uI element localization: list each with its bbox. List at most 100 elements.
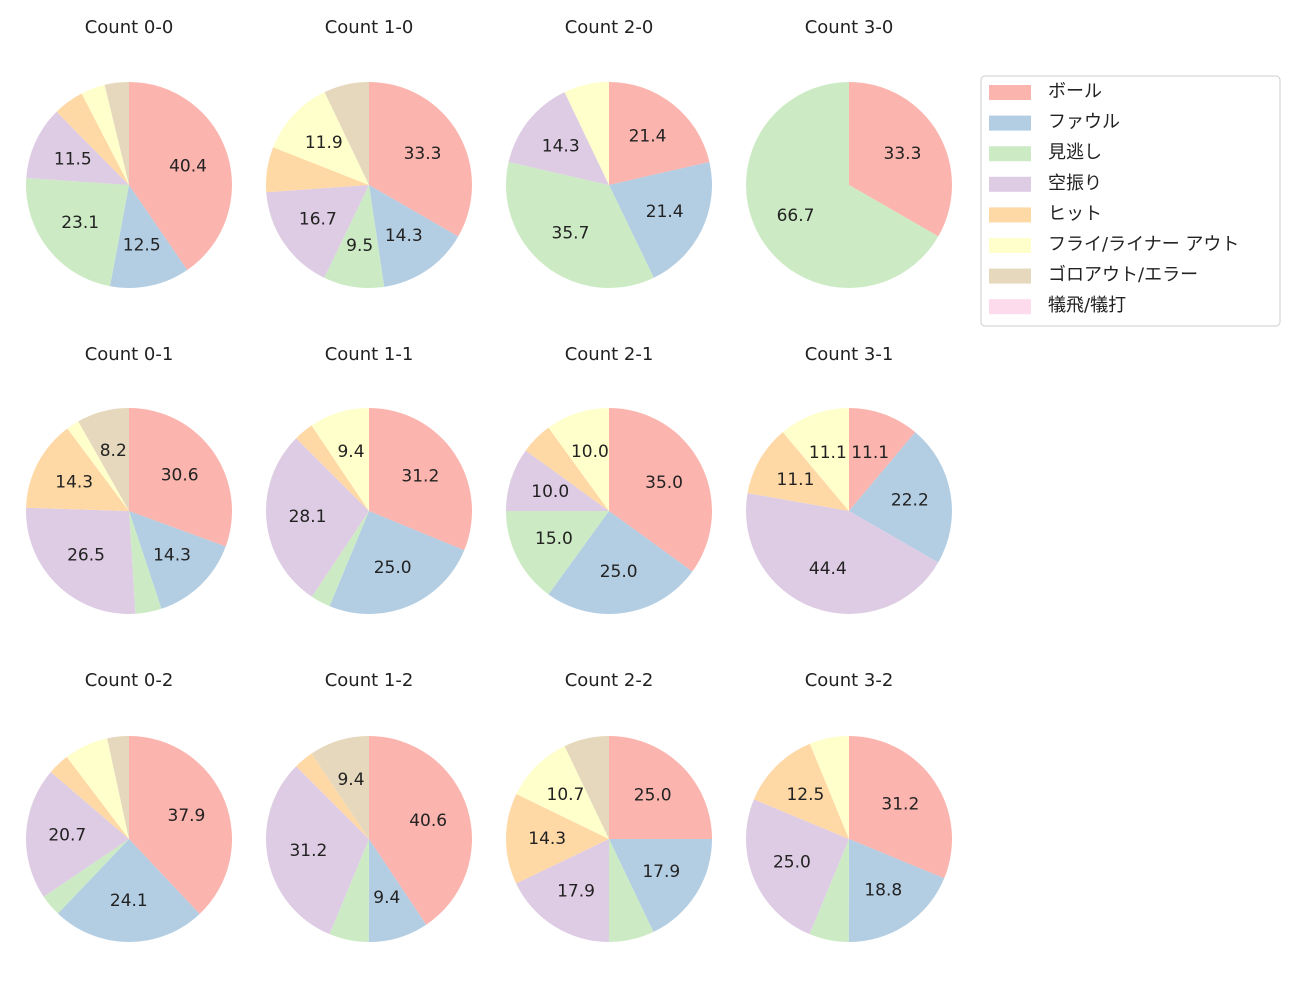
slice-label: 9.4 [373, 888, 400, 908]
legend-swatch [989, 176, 1031, 192]
chart-title: Count 2-1 [565, 344, 654, 365]
pie-slice [66, 738, 129, 839]
slice-label: 14.3 [385, 226, 423, 246]
pie-slice [25, 178, 129, 287]
slice-label: 21.4 [629, 127, 667, 147]
pie-slice [849, 82, 953, 237]
legend-swatch [989, 268, 1031, 284]
chart-title: Count 1-1 [325, 344, 414, 365]
slice-label: 25.0 [773, 853, 811, 873]
pie-slice [753, 743, 849, 839]
slice-label: 17.9 [557, 881, 595, 901]
slice-label: 11.9 [305, 133, 343, 153]
pie-slice [609, 839, 712, 932]
pie-slice [746, 799, 849, 935]
pie-slice [329, 839, 369, 942]
pie-slice [78, 408, 129, 511]
pie-slice [296, 425, 369, 511]
slice-label: 14.3 [153, 545, 191, 565]
legend-label: ゴロアウト/エラー [1048, 265, 1198, 286]
chart-title: Count 0-0 [85, 17, 174, 38]
slice-label: 14.3 [542, 136, 580, 156]
pie-slice [265, 438, 369, 597]
slice-label: 35.7 [552, 223, 590, 243]
slice-label: 11.1 [851, 443, 889, 463]
slice-label: 9.5 [346, 236, 373, 256]
slice-label: 14.3 [528, 829, 566, 849]
chart-title: Count 3-0 [805, 17, 894, 38]
pie-slice [329, 511, 465, 615]
pie-slice [609, 736, 712, 839]
legend-box [980, 75, 1281, 327]
pie-slice [26, 111, 129, 185]
slice-label: 66.7 [777, 206, 815, 226]
slice-label: 25.0 [374, 558, 412, 578]
pie-slice [548, 511, 693, 614]
slice-label: 23.1 [61, 213, 99, 233]
pie-slice [849, 736, 952, 879]
pie-slice [104, 82, 129, 185]
pie-slice [81, 84, 129, 185]
slice-label: 14.3 [55, 472, 93, 492]
pie-slice [525, 427, 609, 511]
legend-label: 見逃し [1048, 142, 1102, 163]
legend-label: 空振り [1048, 173, 1102, 194]
slice-label: 35.0 [645, 473, 683, 493]
pie-slice [564, 92, 609, 185]
chart-title: Count 1-2 [325, 670, 414, 691]
legend-label: ボール [1048, 81, 1102, 102]
pie-slice [564, 82, 609, 185]
legend-label: 犠飛/犠打 [1048, 295, 1126, 316]
pie-slice [129, 736, 232, 914]
pie-slice [609, 839, 654, 942]
pie-slice [25, 507, 136, 614]
pie-slice [609, 408, 712, 572]
pie-slice [129, 511, 162, 614]
pie-slice [369, 736, 473, 925]
pie-slice [266, 147, 369, 193]
pie-slice [809, 839, 849, 942]
slice-label: 44.4 [809, 559, 847, 579]
slice-label: 31.2 [881, 795, 919, 815]
legend-label: フライ/ライナー アウト [1048, 234, 1239, 255]
pie-slice [506, 511, 609, 595]
slice-label: 25.0 [600, 562, 638, 582]
legend-label: ファウル [1048, 112, 1120, 133]
pie-slice [609, 162, 713, 278]
pie-slice [516, 746, 609, 839]
slice-label: 16.7 [299, 210, 337, 230]
slice-label: 8.2 [100, 441, 127, 461]
slice-label: 10.0 [531, 482, 569, 502]
pie-slice [506, 450, 609, 511]
slice-label: 15.0 [535, 529, 573, 549]
pie-slice [508, 92, 609, 185]
slice-label: 10.0 [571, 442, 609, 462]
pie-slice [609, 82, 710, 185]
pie-slice [809, 736, 849, 839]
slice-label: 37.9 [168, 806, 206, 826]
slice-label: 30.6 [161, 466, 199, 486]
legend-swatch [989, 238, 1031, 253]
pie-slice [506, 162, 654, 288]
pie-slice [849, 432, 953, 563]
pie-slice [747, 432, 849, 511]
legend-swatch [989, 85, 1031, 100]
slice-label: 9.4 [337, 770, 364, 790]
pie-slice [107, 736, 129, 839]
slice-label: 11.1 [809, 443, 847, 463]
pie-slice [324, 185, 385, 288]
slice-label: 12.5 [786, 785, 824, 805]
slice-label: 28.1 [289, 507, 327, 527]
slice-label: 26.5 [67, 545, 105, 565]
pie-slice [516, 839, 609, 942]
pie-slice [56, 93, 130, 185]
chart-title: Count 3-2 [805, 670, 894, 691]
slice-label: 21.4 [646, 202, 684, 222]
legend-swatch [989, 299, 1031, 315]
pie-slice [848, 839, 945, 942]
pie-slice [109, 185, 188, 289]
slice-label: 9.4 [337, 442, 364, 462]
pie-slice [25, 771, 130, 897]
pie-slice [368, 839, 427, 943]
